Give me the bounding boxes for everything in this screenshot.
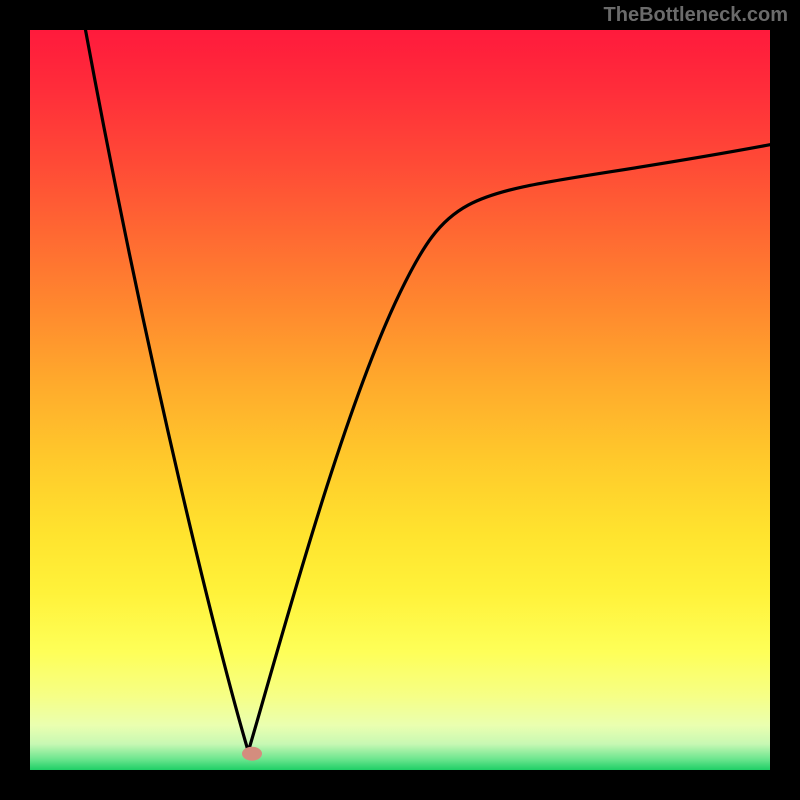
optimal-point-marker: [242, 747, 262, 761]
bottleneck-chart: [0, 0, 800, 800]
plot-background: [30, 30, 770, 770]
watermark-text: TheBottleneck.com: [604, 4, 788, 27]
chart-svg: [0, 0, 800, 800]
